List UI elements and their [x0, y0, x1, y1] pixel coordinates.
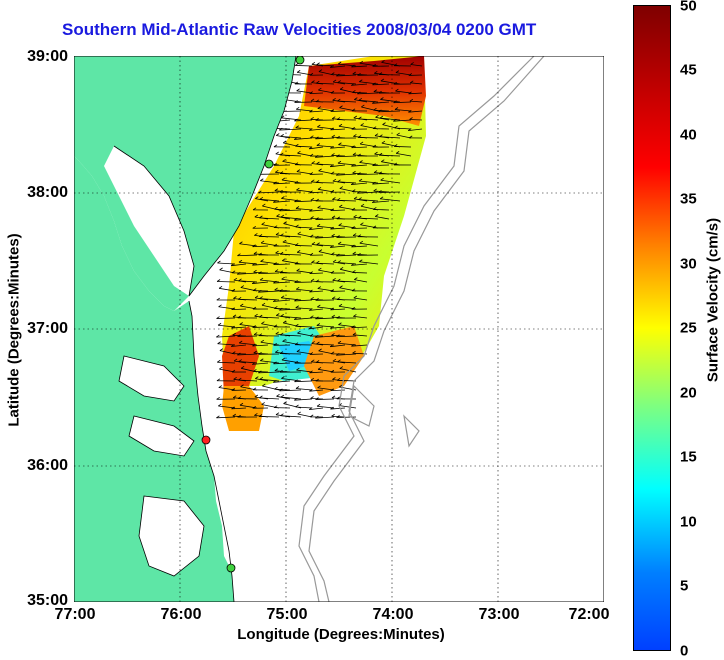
velocity-arrow — [259, 236, 279, 237]
y-tick: 35:00 — [27, 592, 68, 610]
velocity-arrow-head — [262, 402, 265, 404]
velocity-arrow — [259, 416, 279, 417]
velocity-arrow-head — [312, 62, 315, 64]
velocity-arrow — [316, 219, 334, 220]
x-tick: 73:00 — [479, 606, 520, 624]
velocity-arrow-head — [297, 70, 300, 72]
velocity-arrow-head — [332, 396, 335, 398]
velocity-arrow — [294, 381, 312, 382]
y-tick: 37:00 — [27, 320, 68, 338]
velocity-arrow-head — [298, 412, 301, 414]
velocity-arrow-head — [260, 179, 263, 181]
velocity-arrow-head — [219, 386, 222, 388]
colorbar-tick: 10 — [680, 514, 697, 531]
colorbar-tick: 0 — [680, 643, 688, 660]
velocity-arrow — [295, 245, 312, 246]
velocity-arrow-head — [276, 152, 279, 154]
velocity-arrow-head — [276, 134, 279, 136]
colorbar-label: Surface Velocity (cm/s) — [705, 218, 722, 382]
y-tick: 39:00 — [27, 48, 68, 66]
colorbar-tick: 20 — [680, 385, 697, 402]
velocity-arrow — [294, 399, 312, 400]
velocity-arrow-head — [219, 367, 222, 369]
velocity-arrow-head — [219, 286, 222, 288]
y-axis-label: Latitude (Degrees:Minutes) — [6, 233, 23, 426]
velocity-arrow-head — [317, 404, 320, 406]
velocity-arrow-head — [219, 305, 222, 307]
radar-site-3 — [202, 436, 210, 444]
velocity-arrow — [217, 318, 235, 319]
velocity-arrow — [316, 399, 334, 400]
velocity-arrow-head — [281, 395, 284, 397]
velocity-arrow-head — [220, 349, 223, 351]
velocity-arrow — [358, 137, 378, 138]
velocity-arrow-head — [297, 89, 300, 91]
velocity-arrow — [295, 65, 312, 66]
y-tick: 38:00 — [27, 184, 68, 202]
velocity-map — [74, 56, 604, 602]
velocity-arrow-head — [218, 323, 221, 325]
x-tick: 74:00 — [373, 606, 414, 624]
x-tick: 72:00 — [569, 606, 610, 624]
colorbar-tick: 25 — [680, 320, 697, 337]
velocity-arrow-head — [296, 387, 299, 389]
velocity-arrow-head — [281, 134, 284, 136]
map-title: Southern Mid-Atlantic Raw Velocities 200… — [62, 20, 536, 40]
velocity-arrow — [394, 146, 411, 147]
velocity-arrow — [296, 407, 312, 408]
radar-site-2 — [265, 160, 273, 168]
colorbar-tick: 45 — [680, 62, 697, 79]
x-axis-label: Longitude (Degrees:Minutes) — [237, 626, 445, 643]
velocity-arrow-head — [276, 413, 279, 415]
colorbar-tick: 15 — [680, 449, 697, 466]
velocity-arrow — [253, 327, 268, 328]
velocity-arrow-head — [218, 404, 221, 406]
colorbar-tick: 35 — [680, 191, 697, 208]
velocity-arrow — [339, 406, 356, 409]
velocity-arrow-head — [220, 268, 223, 270]
radar-site-4 — [227, 564, 235, 572]
velocity-arrow — [259, 398, 279, 399]
colorbar-tick: 30 — [680, 256, 697, 273]
velocity-arrow — [279, 390, 301, 391]
colorbar-tick: 40 — [680, 127, 697, 144]
x-tick: 76:00 — [161, 606, 202, 624]
colorbar-tick: 5 — [680, 578, 688, 595]
radar-site-1 — [296, 56, 304, 64]
velocity-arrow-head — [218, 342, 221, 344]
colorbar — [633, 5, 671, 651]
velocity-arrow — [317, 406, 334, 408]
colorbar-tick: 50 — [680, 0, 697, 15]
velocity-arrow-head — [296, 107, 299, 109]
x-tick: 75:00 — [267, 606, 308, 624]
velocity-arrow-head — [277, 394, 280, 396]
y-tick: 36:00 — [27, 457, 68, 475]
velocity-arrow — [352, 228, 367, 229]
